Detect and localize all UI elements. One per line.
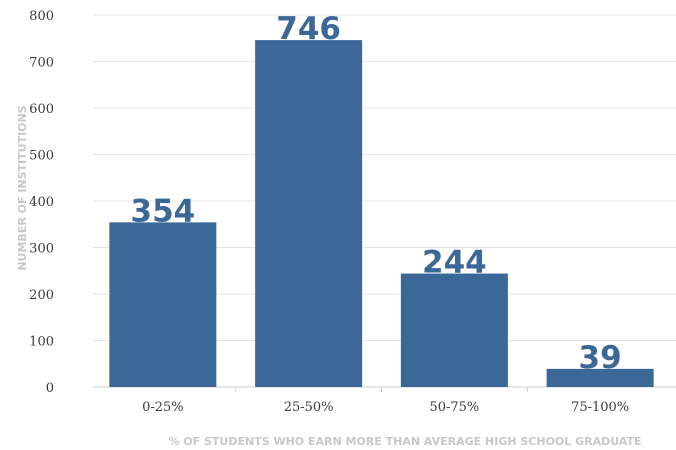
data-label: 244 [422, 245, 487, 281]
y-tick-label: 100 [29, 335, 54, 350]
bar [255, 40, 363, 388]
bars [109, 40, 654, 388]
y-tick-label: 0 [46, 381, 54, 396]
y-tick-label: 300 [29, 242, 54, 257]
data-labels: 354 746 244 39 [131, 11, 622, 376]
y-tick-label: 800 [29, 9, 54, 24]
y-tick-label: 200 [29, 288, 54, 303]
x-tick-label: 0-25% [142, 400, 184, 415]
data-label: 354 [131, 193, 196, 229]
data-label: 746 [276, 11, 341, 47]
x-axis-ticks: 0-25% 25-50% 50-75% 75-100% [142, 387, 629, 415]
bar [400, 273, 508, 387]
y-tick-label: 600 [29, 102, 54, 117]
data-label: 39 [579, 340, 622, 376]
x-axis-title: % OF STUDENTS WHO EARN MORE THAN AVERAGE… [168, 435, 641, 448]
bar [109, 222, 217, 387]
bar [546, 368, 654, 387]
y-tick-label: 500 [29, 149, 54, 164]
y-tick-label: 400 [29, 195, 54, 210]
y-axis-title: NUMBER OF INSTITUTIONS [16, 105, 29, 270]
x-tick-label: 50-75% [429, 400, 479, 415]
x-tick-label: 25-50% [284, 400, 334, 415]
x-tick-label: 75-100% [571, 400, 629, 415]
y-tick-label: 700 [29, 56, 54, 71]
y-axis-ticks: 0 100 200 300 400 500 600 700 800 [29, 9, 54, 396]
